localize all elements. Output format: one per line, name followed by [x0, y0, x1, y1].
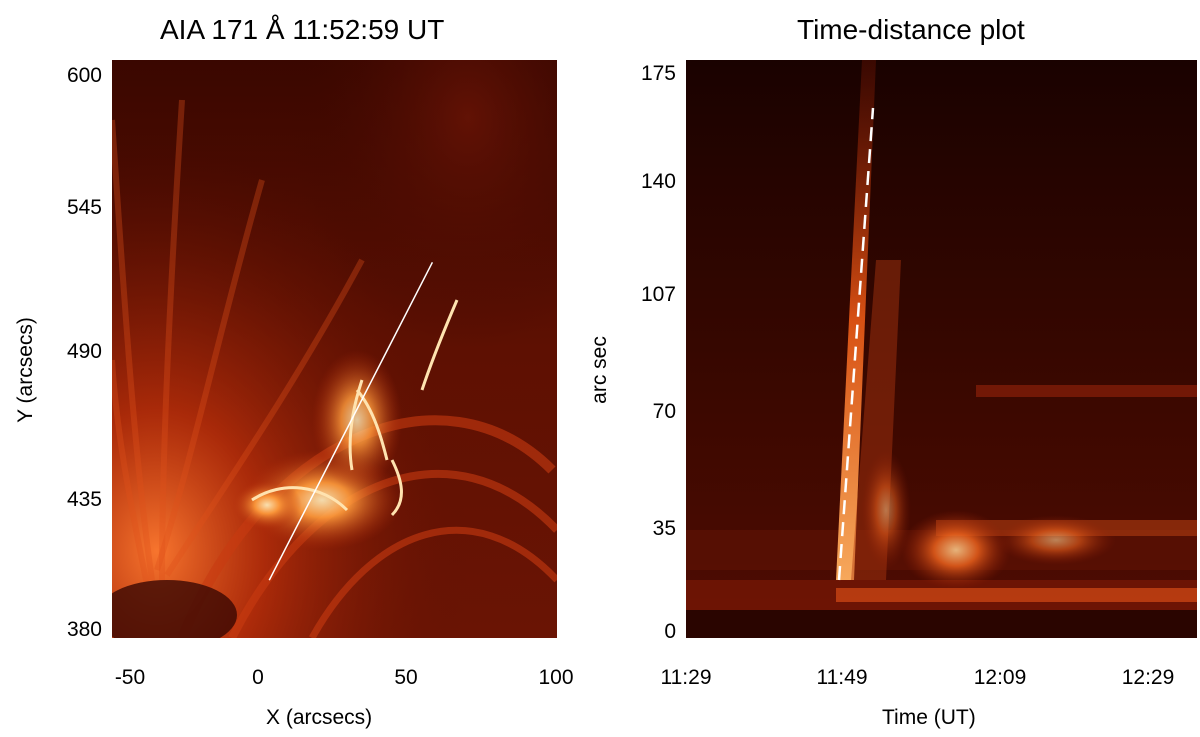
- right-y-tick-0: 0: [664, 620, 676, 643]
- time-distance-canvas: [686, 60, 1197, 638]
- left-x-tick-100: 100: [538, 666, 574, 689]
- right-x-tick-1149: 11:49: [816, 666, 868, 689]
- fit-line: [837, 107, 875, 581]
- right-panel-title: Time-distance plot: [797, 14, 1025, 45]
- right-x-tick-1209: 12:09: [973, 666, 1027, 689]
- right-y-axis-label: arc sec: [588, 336, 611, 404]
- left-y-tick-490: 490: [66, 340, 102, 363]
- right-y-tick-35: 35: [652, 517, 676, 540]
- left-y-axis-label: Y (arcsecs): [14, 317, 37, 423]
- time-distance-image: [686, 60, 1197, 638]
- right-x-tick-1229: 12:29: [1121, 666, 1175, 689]
- left-x-tick-neg50: -50: [114, 666, 146, 689]
- right-y-tick-70: 70: [652, 400, 676, 423]
- slit-line: [268, 261, 434, 581]
- left-y-tick-380: 380: [66, 618, 102, 641]
- right-x-axis-label: Time (UT): [882, 706, 976, 729]
- left-x-tick-0: 0: [252, 666, 264, 689]
- left-y-tick-545: 545: [66, 196, 102, 219]
- left-x-axis-label: X (arcsecs): [266, 706, 373, 729]
- left-y-tick-435: 435: [66, 488, 102, 511]
- right-y-tick-175: 175: [640, 62, 676, 85]
- left-x-tick-50: 50: [394, 666, 418, 689]
- aia-171-image: [112, 60, 557, 638]
- right-x-tick-1129: 11:29: [660, 666, 712, 689]
- right-y-tick-140: 140: [640, 170, 676, 193]
- left-panel-title: AIA 171 Å 11:52:59 UT: [160, 14, 445, 45]
- right-y-tick-107: 107: [640, 283, 676, 306]
- aia-171-image-canvas: [112, 60, 557, 638]
- left-y-tick-600: 600: [66, 64, 102, 87]
